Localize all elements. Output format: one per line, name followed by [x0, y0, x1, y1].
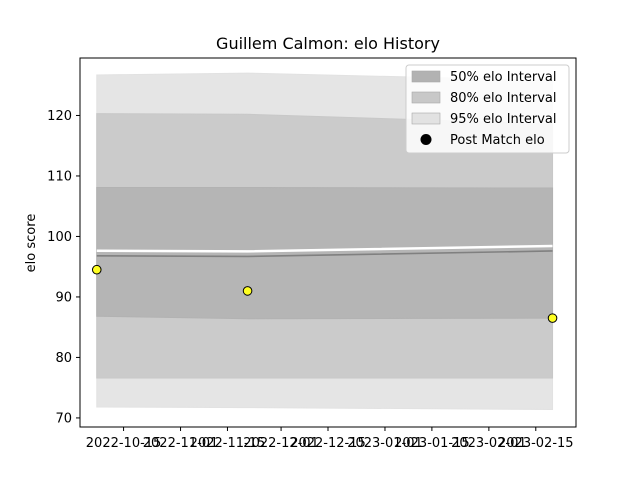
x-tick-label: 2023-01-01 [347, 436, 423, 451]
legend-swatch [411, 112, 441, 125]
y-tick-label: 80 [55, 351, 72, 366]
x-tick-label: 2023-01-15 [394, 436, 470, 451]
post-match-point [91, 264, 102, 275]
y-tick-label: 70 [55, 411, 72, 426]
legend-label: 50% elo Interval [450, 70, 557, 85]
chart-title: Guillem Calmon: elo History [216, 34, 440, 53]
legend-label: 95% elo Interval [450, 112, 557, 127]
x-tick-label: 2022-11-15 [190, 436, 266, 451]
x-axis: 2022-10-152022-11-012022-11-152022-12-01… [86, 427, 574, 451]
post-match-point [547, 313, 558, 323]
interval-bands [96, 72, 554, 410]
y-tick-label: 120 [47, 109, 72, 124]
legend-label: Post Match elo [450, 133, 545, 148]
legend-label: 80% elo Interval [450, 91, 557, 106]
legend: 50% elo Interval 80% elo Interval 95% elo … [405, 64, 570, 154]
y-tick-label: 90 [55, 290, 72, 305]
x-tick-label: 2023-02-15 [498, 436, 574, 451]
x-tick-label: 2022-11-01 [143, 436, 219, 451]
legend-swatch [411, 70, 441, 83]
y-tick-label: 100 [47, 230, 72, 245]
y-axis: 70 80 90 100 110 120 [47, 109, 80, 426]
x-tick-label: 2022-12-15 [290, 436, 366, 451]
band-50pct [96, 186, 554, 320]
post-match-points [91, 264, 558, 323]
legend-marker [420, 134, 432, 145]
mean-line-highlight [96, 244, 553, 253]
mean-elo-line [96, 250, 553, 258]
y-axis-label: elo score [24, 214, 39, 273]
mean-line-layer [96, 244, 553, 258]
legend-box [405, 64, 570, 154]
x-tick-label: 2022-12-01 [243, 436, 319, 451]
y-tick-label: 110 [47, 169, 72, 184]
legend-swatch [411, 91, 441, 104]
post-match-point [242, 286, 253, 296]
x-tick-label: 2023-02-01 [451, 436, 527, 451]
x-tick-label: 2022-10-15 [86, 436, 162, 451]
